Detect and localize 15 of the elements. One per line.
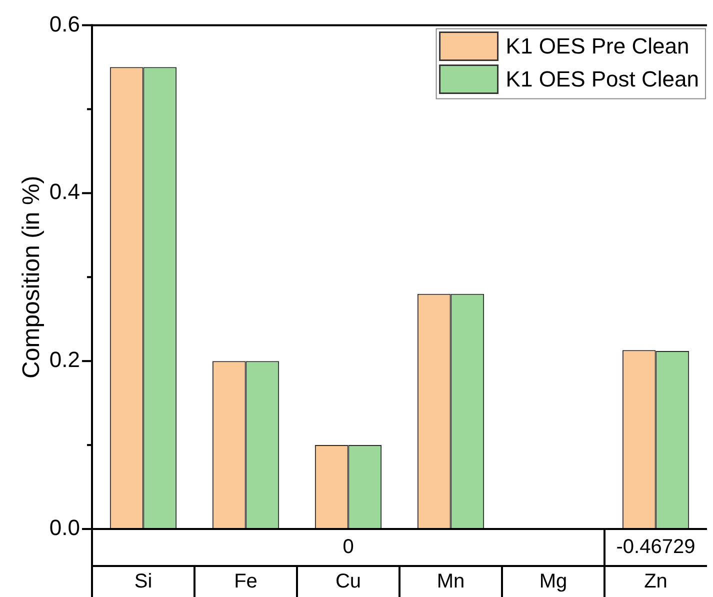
y-tick-label: 0.2 bbox=[49, 347, 80, 372]
x-tick-label: Fe bbox=[234, 570, 258, 593]
x-tick-label: Mn bbox=[436, 570, 465, 593]
x-tick-label: Cu bbox=[335, 570, 362, 593]
y-tick-label: 0.0 bbox=[49, 515, 80, 540]
x-tick-label: Si bbox=[134, 570, 152, 593]
text: -0.46729 bbox=[616, 536, 696, 558]
x-tick-label: Mg bbox=[539, 570, 568, 593]
y-tick-label: 0.6 bbox=[49, 11, 80, 36]
text: 0 bbox=[342, 536, 354, 558]
y-axis-title: Composition (in %) bbox=[18, 176, 46, 378]
legend-label: K1 OES Post Clean bbox=[506, 66, 700, 92]
legend-label: K1 OES Pre Clean bbox=[506, 33, 690, 58]
y-tick-label: 0.4 bbox=[49, 179, 80, 204]
x-tick-label: Zn bbox=[644, 570, 668, 593]
